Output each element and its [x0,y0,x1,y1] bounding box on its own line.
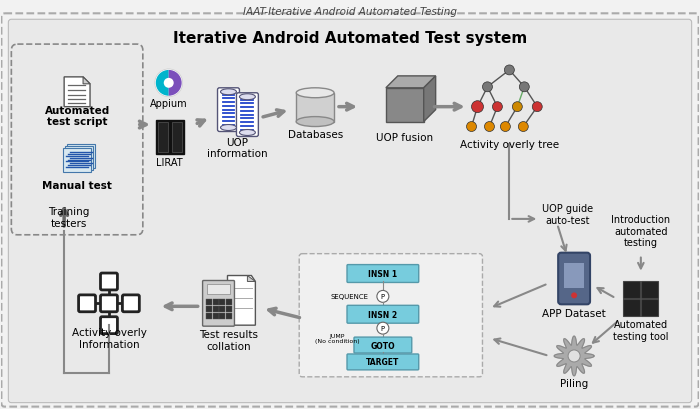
FancyBboxPatch shape [101,317,118,334]
Polygon shape [64,78,90,108]
FancyBboxPatch shape [219,299,225,306]
FancyBboxPatch shape [219,313,225,319]
Text: Piling: Piling [560,378,588,388]
FancyBboxPatch shape [63,149,91,173]
Text: UOP fusion: UOP fusion [376,133,433,143]
Ellipse shape [296,89,334,99]
FancyBboxPatch shape [558,253,590,305]
Text: TARGET: TARGET [366,357,400,366]
FancyBboxPatch shape [172,122,182,153]
FancyBboxPatch shape [641,281,658,298]
FancyBboxPatch shape [225,306,232,312]
FancyBboxPatch shape [101,273,118,290]
Circle shape [500,122,510,132]
FancyBboxPatch shape [347,306,419,324]
FancyBboxPatch shape [65,147,93,171]
FancyBboxPatch shape [213,299,219,306]
Text: P: P [381,325,385,331]
Text: Training
testers: Training testers [48,207,90,228]
Circle shape [512,102,522,112]
Ellipse shape [220,90,237,96]
FancyBboxPatch shape [354,337,412,353]
Text: GOTO: GOTO [370,341,395,350]
Polygon shape [424,76,435,122]
Text: UOP guide
auto-test: UOP guide auto-test [542,204,593,225]
Circle shape [532,102,542,112]
Text: Manual test: Manual test [42,181,112,191]
Ellipse shape [296,117,334,127]
Wedge shape [169,71,182,97]
Ellipse shape [239,94,255,101]
Text: INSN 2: INSN 2 [368,310,398,319]
Text: JUMP
(No condition): JUMP (No condition) [315,333,360,344]
FancyBboxPatch shape [624,299,641,316]
Circle shape [518,122,528,132]
Text: APP Dataset: APP Dataset [542,308,606,319]
FancyBboxPatch shape [202,281,234,326]
FancyBboxPatch shape [218,89,239,132]
Circle shape [482,83,492,92]
FancyBboxPatch shape [67,145,95,169]
Text: Databases: Databases [288,130,343,140]
FancyBboxPatch shape [225,313,232,319]
FancyBboxPatch shape [101,295,118,312]
Text: LIRAT: LIRAT [156,158,183,168]
FancyBboxPatch shape [299,254,482,377]
Text: Introduction
automated
testing: Introduction automated testing [611,215,671,248]
FancyBboxPatch shape [641,299,658,316]
Polygon shape [386,89,424,122]
FancyBboxPatch shape [78,295,95,312]
Text: INSN 1: INSN 1 [368,270,398,279]
FancyBboxPatch shape [624,281,641,298]
FancyBboxPatch shape [122,295,139,312]
Polygon shape [83,78,90,85]
FancyBboxPatch shape [213,306,219,312]
Ellipse shape [239,130,255,136]
Circle shape [377,291,389,303]
Text: Iterative Android Automated Test system: Iterative Android Automated Test system [173,31,527,45]
FancyBboxPatch shape [206,299,212,306]
Circle shape [568,350,580,362]
Text: Automated
test script: Automated test script [45,106,110,127]
Circle shape [484,122,494,132]
Text: Activity overly
Information: Activity overly Information [71,328,146,349]
Polygon shape [247,276,256,282]
FancyBboxPatch shape [158,122,168,153]
Text: UOP
information: UOP information [207,137,268,159]
Text: Appium: Appium [150,99,188,108]
FancyBboxPatch shape [564,263,584,289]
Circle shape [519,83,529,92]
FancyBboxPatch shape [206,306,212,312]
Polygon shape [386,76,435,89]
Text: SEQUENCE: SEQUENCE [330,294,368,300]
Wedge shape [156,71,169,97]
Text: P: P [381,294,385,300]
Text: IAAT-Iterative Android Automated Testing: IAAT-Iterative Android Automated Testing [243,7,457,17]
Circle shape [571,293,577,299]
Circle shape [472,101,484,113]
FancyBboxPatch shape [213,313,219,319]
Text: Activity overly tree: Activity overly tree [460,140,559,150]
FancyBboxPatch shape [206,313,212,319]
FancyBboxPatch shape [156,120,183,155]
Circle shape [155,70,183,97]
Ellipse shape [220,125,237,131]
FancyBboxPatch shape [347,265,419,283]
Polygon shape [296,94,334,122]
Circle shape [466,122,477,132]
Circle shape [377,322,389,334]
Polygon shape [554,336,594,376]
FancyBboxPatch shape [206,285,230,294]
FancyBboxPatch shape [225,299,232,306]
Circle shape [505,66,514,76]
Circle shape [164,79,174,89]
FancyBboxPatch shape [8,20,692,402]
FancyBboxPatch shape [219,306,225,312]
Text: Automated
testing tool: Automated testing tool [613,319,668,341]
Circle shape [492,102,503,112]
FancyBboxPatch shape [347,354,419,370]
Text: Test results
collation: Test results collation [199,330,258,351]
Polygon shape [228,276,256,326]
FancyBboxPatch shape [237,94,258,137]
